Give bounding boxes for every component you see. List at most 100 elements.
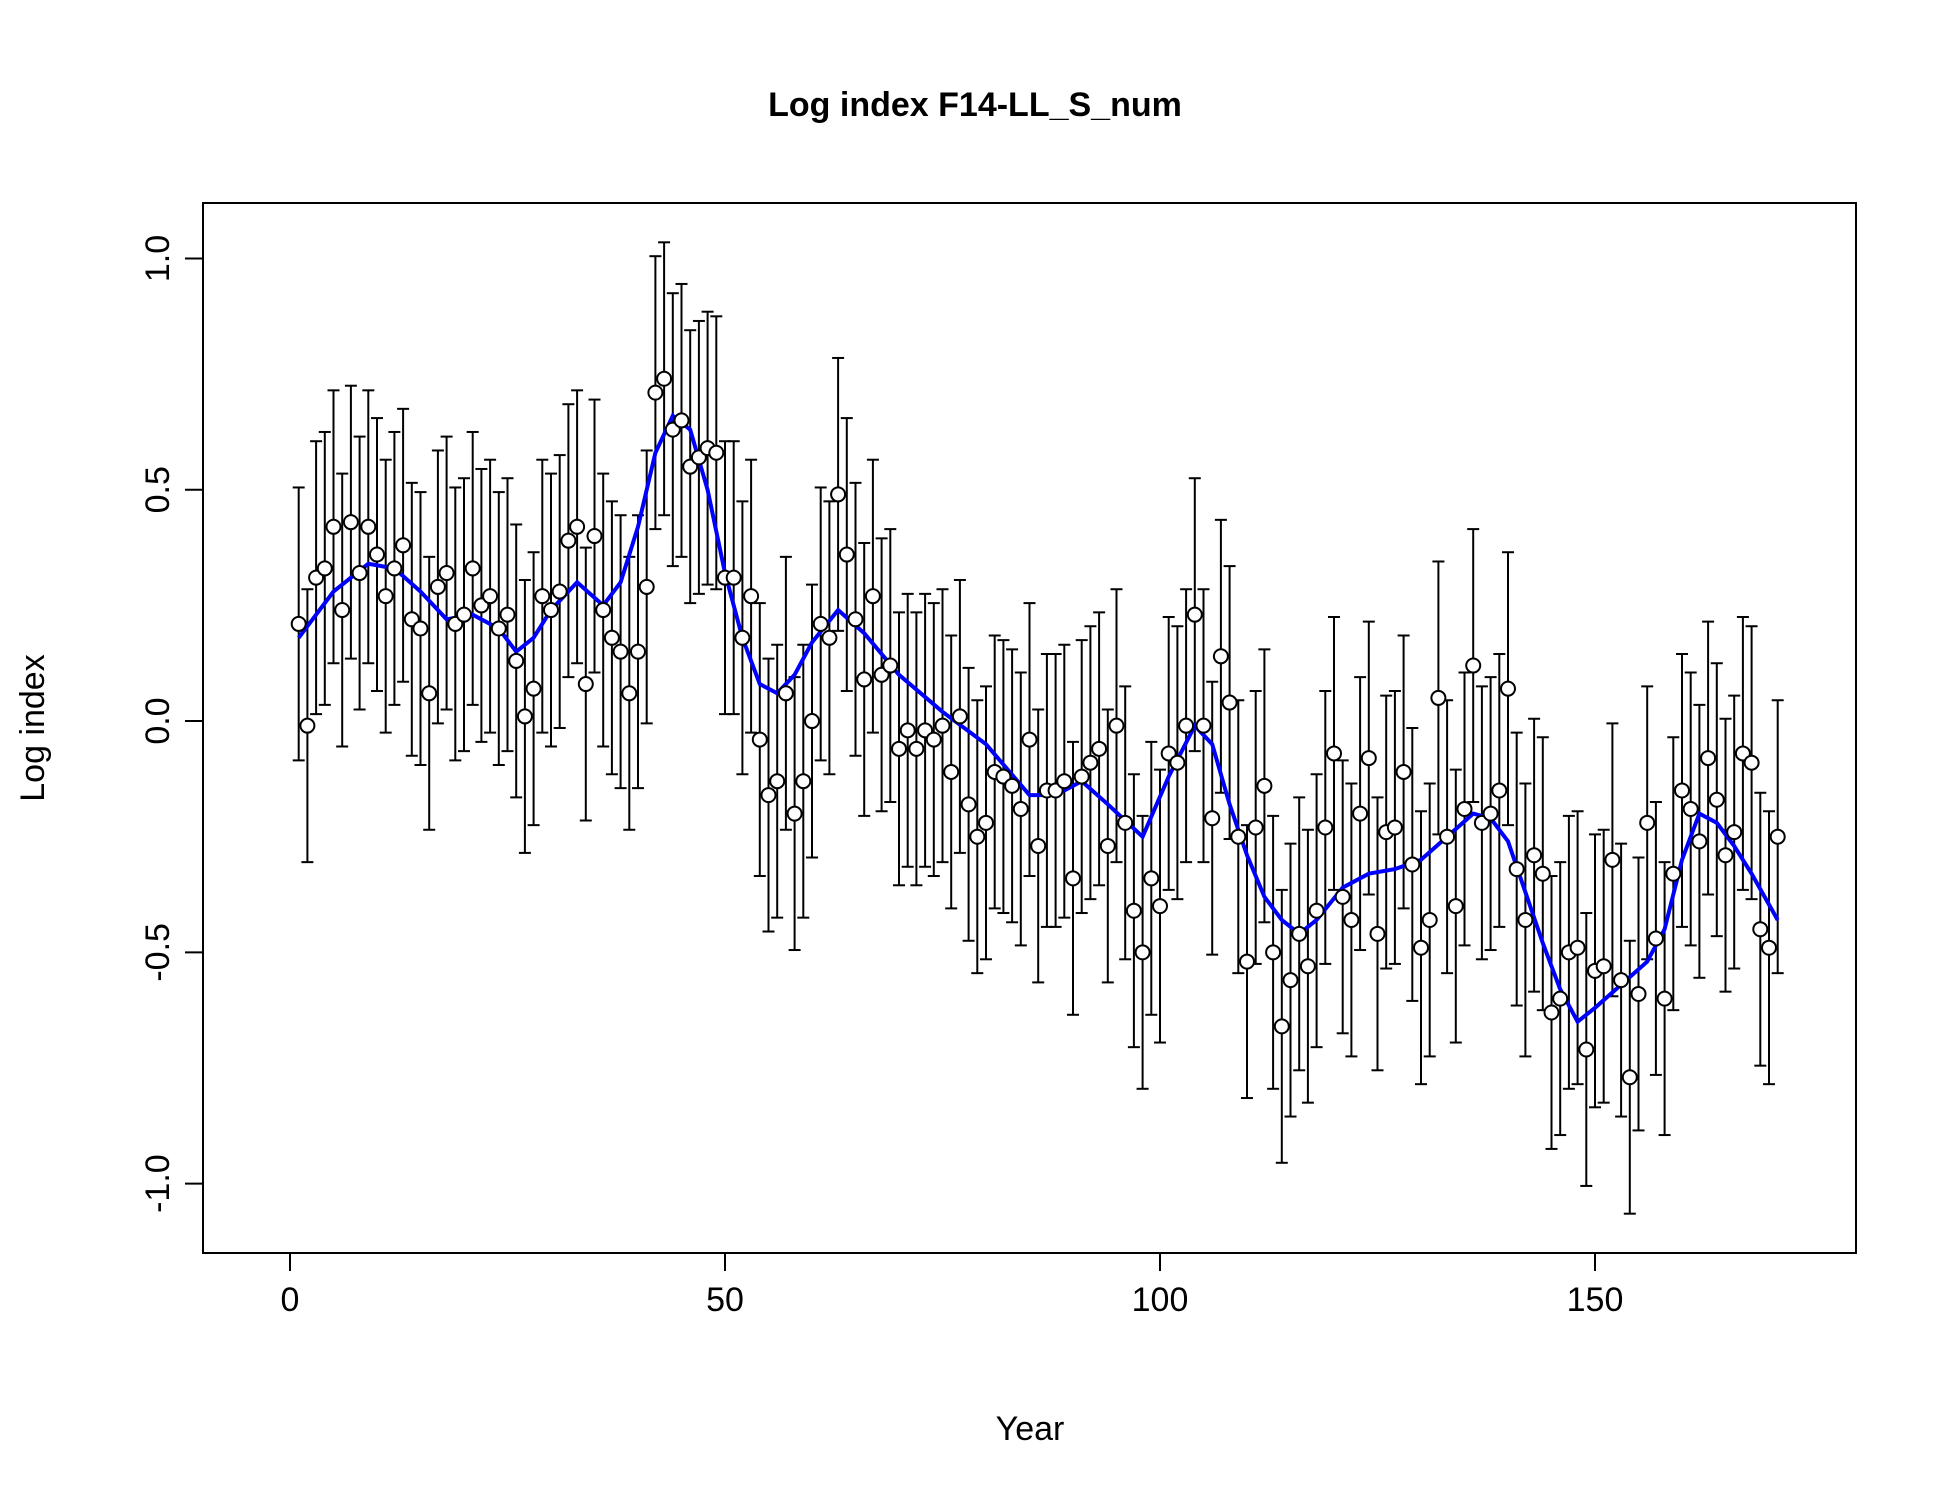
data-point xyxy=(1186,606,1203,623)
data-point xyxy=(1569,939,1586,956)
data-point xyxy=(438,565,455,582)
data-point xyxy=(1065,870,1081,887)
data-point xyxy=(734,629,751,646)
data-point xyxy=(673,412,690,429)
data-point xyxy=(1421,911,1438,928)
data-point xyxy=(429,578,446,595)
y-tick-label: -1.0 xyxy=(139,1154,177,1213)
data-point xyxy=(1665,865,1682,882)
data-point xyxy=(743,588,760,605)
data-point xyxy=(1117,814,1134,831)
data-point xyxy=(1230,828,1247,845)
data-point xyxy=(1508,861,1525,878)
data-point xyxy=(464,560,481,577)
data-point xyxy=(1099,837,1116,854)
data-point xyxy=(1404,856,1421,873)
data-point xyxy=(1265,944,1282,961)
data-point xyxy=(760,787,777,804)
data-point xyxy=(777,685,794,702)
chart-title: Log index F14-LL_S_num xyxy=(768,86,1182,124)
data-point xyxy=(891,740,907,757)
data-point xyxy=(1543,1004,1560,1021)
data-point xyxy=(1413,939,1429,956)
data-point xyxy=(1386,819,1403,836)
data-point xyxy=(925,731,942,748)
y-axis-label: Log index xyxy=(14,654,52,801)
data-point xyxy=(1299,958,1316,975)
data-point xyxy=(290,615,307,632)
data-point xyxy=(1752,921,1769,938)
data-point xyxy=(1360,750,1377,767)
data-point xyxy=(421,685,438,702)
x-axis: 0 50 100 150 xyxy=(281,1252,1623,1319)
data-point xyxy=(725,569,742,586)
data-point xyxy=(1769,828,1786,845)
data-point xyxy=(630,643,646,660)
data-point xyxy=(1169,754,1186,771)
data-point xyxy=(369,546,385,563)
data-point xyxy=(1239,953,1255,970)
data-point xyxy=(1030,837,1047,854)
data-point xyxy=(786,805,803,822)
data-point xyxy=(543,602,559,619)
data-point xyxy=(1761,939,1777,956)
data-point xyxy=(1500,680,1516,697)
y-tick-label: 1.0 xyxy=(139,235,177,282)
data-point xyxy=(1630,985,1647,1002)
data-point xyxy=(864,588,881,605)
data-point xyxy=(316,560,333,577)
data-point xyxy=(1317,819,1334,836)
data-point xyxy=(1456,800,1473,817)
data-point xyxy=(1595,958,1612,975)
data-point xyxy=(595,602,612,619)
data-point xyxy=(586,528,603,545)
data-point xyxy=(1447,898,1464,915)
data-point xyxy=(1282,972,1299,989)
x-axis-label: Year xyxy=(996,1410,1065,1448)
data-point xyxy=(1195,717,1212,734)
data-point xyxy=(769,773,786,790)
data-point xyxy=(351,565,368,582)
data-point xyxy=(934,717,951,734)
data-point xyxy=(1465,657,1482,674)
data-point xyxy=(1134,944,1151,961)
data-point xyxy=(1352,805,1369,822)
data-point xyxy=(1256,777,1273,794)
data-point xyxy=(830,486,847,503)
data-point xyxy=(525,680,542,697)
data-point xyxy=(1639,814,1656,831)
data-point xyxy=(951,708,968,725)
data-point xyxy=(1056,773,1073,790)
data-point xyxy=(456,606,472,623)
data-point xyxy=(969,828,986,845)
data-point xyxy=(1482,805,1499,822)
data-point xyxy=(1273,1018,1290,1035)
data-point xyxy=(516,708,533,725)
data-point xyxy=(1334,888,1351,905)
data-point xyxy=(1091,740,1108,757)
data-point xyxy=(299,717,316,734)
data-point xyxy=(647,384,664,401)
data-point xyxy=(821,629,838,646)
data-point xyxy=(1369,925,1386,942)
data-point xyxy=(499,606,516,623)
data-point xyxy=(334,602,351,619)
data-point xyxy=(395,537,412,554)
data-point xyxy=(1021,731,1038,748)
data-point xyxy=(856,671,873,688)
data-points-group xyxy=(290,370,1786,1086)
data-point xyxy=(603,629,620,646)
y-axis: -1.0 -0.5 0.0 0.5 1.0 xyxy=(139,235,204,1213)
data-point xyxy=(1395,763,1412,780)
data-point xyxy=(1552,990,1569,1007)
y-tick-label: 0.5 xyxy=(139,466,177,513)
data-point xyxy=(1073,768,1090,785)
data-point xyxy=(360,518,377,535)
data-point xyxy=(412,620,429,637)
data-point xyxy=(1308,902,1325,919)
data-point xyxy=(534,588,551,605)
data-point xyxy=(838,546,855,563)
data-point xyxy=(1674,782,1690,799)
data-point xyxy=(1326,745,1342,762)
